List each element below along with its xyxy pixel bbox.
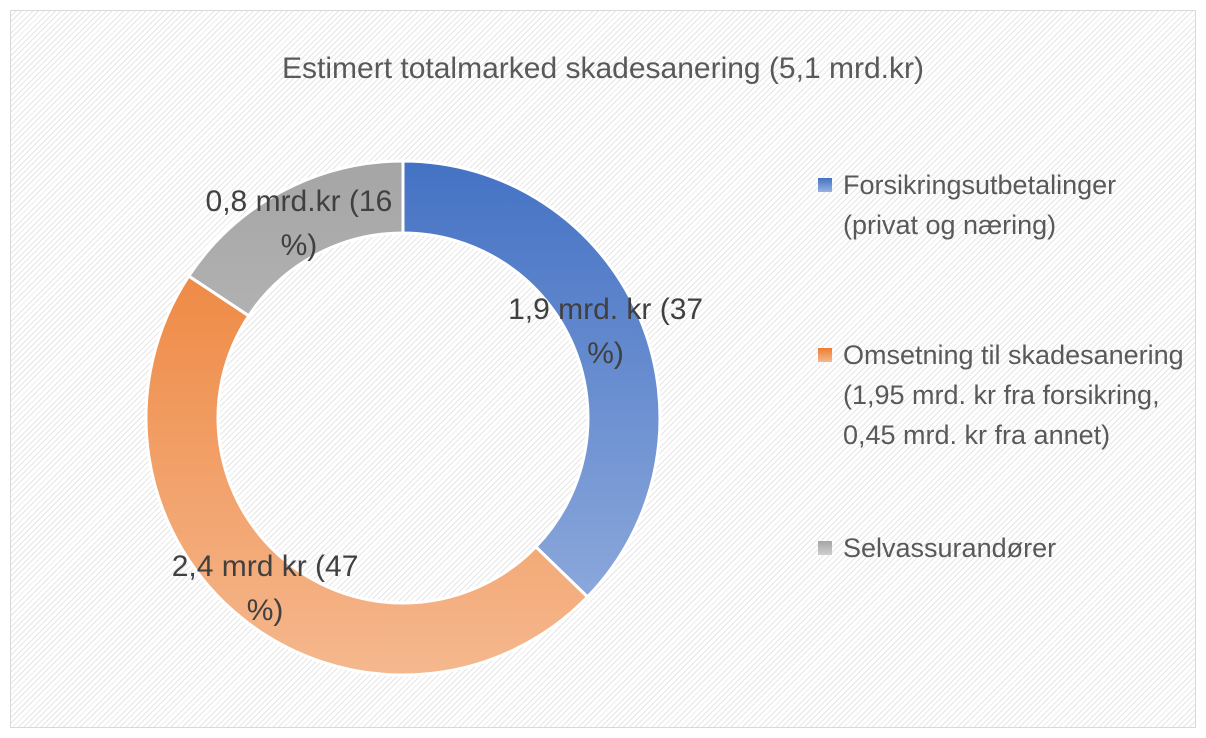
legend-entry: Omsetning til skadesanering (1,95 mrd. k… bbox=[818, 335, 1188, 455]
legend-swatch bbox=[818, 348, 832, 362]
legend-swatch bbox=[818, 178, 832, 192]
legend-entry: Selvassurandører bbox=[818, 528, 1188, 568]
legend-label: Forsikringsutbetalinger (privat og nærin… bbox=[843, 170, 1117, 240]
data-label: 0,8 mrd.kr (16 %) bbox=[205, 185, 393, 263]
data-label: 2,4 mrd kr (47 %) bbox=[171, 550, 359, 628]
legend-entry: Forsikringsutbetalinger (privat og nærin… bbox=[818, 165, 1188, 245]
data-label: 1,9 mrd. kr (37 %) bbox=[508, 293, 704, 371]
donut-slice bbox=[144, 273, 590, 677]
donut-slice bbox=[401, 159, 662, 600]
legend-label: Selvassurandører bbox=[843, 533, 1057, 563]
legend-label: Omsetning til skadesanering (1,95 mrd. k… bbox=[843, 340, 1184, 450]
chart-title: Estimert totalmarked skadesanering (5,1 … bbox=[282, 52, 924, 85]
legend-swatch bbox=[818, 541, 832, 555]
donut-slice bbox=[186, 159, 405, 318]
